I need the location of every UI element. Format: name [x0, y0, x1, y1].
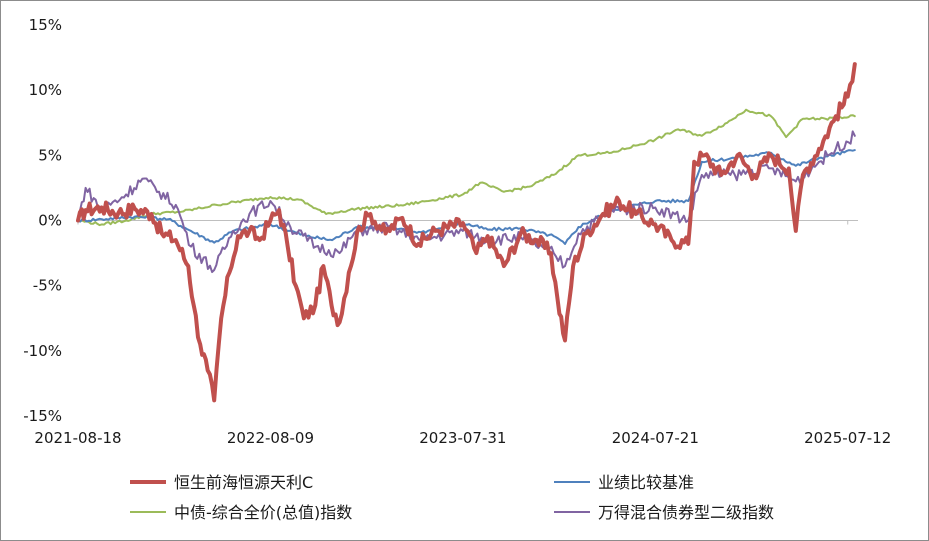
x-tick-label: 2021-08-18: [34, 429, 121, 447]
legend-label: 业绩比较基准: [598, 473, 694, 492]
y-tick-label: 5%: [38, 146, 62, 164]
x-tick-label: 2023-07-31: [419, 429, 506, 447]
series-line: [76, 62, 857, 403]
legend-label: 恒生前海恒源天利C: [174, 473, 313, 492]
legend-item: 万得混合债券型二级指数: [554, 503, 774, 522]
y-tick-label: -10%: [23, 342, 62, 360]
y-tick-label: 10%: [29, 81, 62, 99]
x-axis: 2021-08-18 2022-08-09 2023-07-31 2024-07-21…: [34, 220, 891, 447]
legend-item: 业绩比较基准: [554, 473, 694, 492]
x-tick-label: 2024-07-21: [612, 429, 699, 447]
x-tick-label: 2025-07-12: [804, 429, 891, 447]
y-axis: 15% 10% 5% 0% -5% -10% -15%: [23, 16, 62, 425]
legend-label: 中债-综合全价(总值)指数: [174, 503, 352, 522]
x-tick-label: 2022-08-09: [227, 429, 314, 447]
series-layer: [76, 62, 857, 403]
legend-label: 万得混合债券型二级指数: [598, 503, 774, 522]
legend-item: 中债-综合全价(总值)指数: [130, 503, 352, 522]
y-tick-label: 0%: [38, 212, 62, 230]
y-tick-label: -5%: [33, 277, 62, 295]
series-line: [77, 108, 856, 227]
y-tick-label: -15%: [23, 407, 62, 425]
legend-item: 恒生前海恒源天利C: [130, 473, 313, 492]
y-tick-label: 15%: [29, 16, 62, 34]
